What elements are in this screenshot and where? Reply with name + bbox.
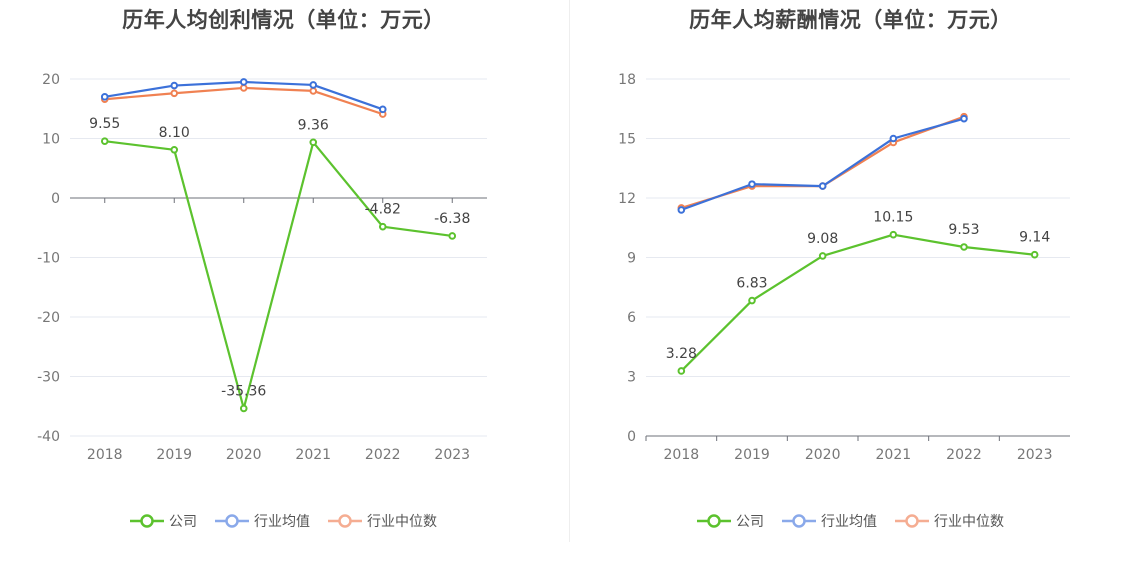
- legend-label: 行业中位数: [367, 514, 437, 530]
- data-label: 9.14: [1019, 230, 1050, 246]
- x-tick-label: 2018: [664, 447, 700, 463]
- x-tick-label: 2019: [156, 447, 192, 463]
- data-point: [889, 134, 898, 143]
- x-tick-label: 2022: [946, 447, 982, 463]
- data-point: [170, 81, 179, 90]
- legend-line-icon: [697, 514, 731, 528]
- data-label: 9.53: [948, 222, 979, 238]
- y-tick-label: 0: [627, 429, 636, 445]
- y-tick-label: -20: [37, 310, 60, 326]
- data-point: [239, 404, 248, 413]
- y-tick-label: 18: [618, 72, 636, 88]
- data-point: [378, 222, 387, 231]
- legend-line-icon: [895, 514, 929, 528]
- data-point: [239, 84, 248, 92]
- chart-plot-area: 18 15 12 9 6 3 0 2018 2019 2020 2021 2022 2023 3.28 6.…: [618, 72, 1070, 463]
- data-point: [748, 296, 756, 305]
- x-tick-label: 2022: [365, 447, 401, 463]
- data-point: [100, 137, 109, 145]
- data-point: [378, 105, 387, 114]
- data-point: [818, 252, 827, 260]
- data-point: [677, 206, 686, 214]
- y-tick-label: 12: [618, 191, 636, 207]
- legend-line-icon: [215, 514, 249, 528]
- x-tick-label: 2023: [434, 447, 470, 463]
- legend-line-icon: [328, 514, 362, 528]
- y-tick-label: -10: [37, 251, 60, 267]
- series-line-company: [104, 140, 453, 410]
- legend-item-industry-mean[interactable]: 行业均值: [215, 511, 310, 531]
- data-label: 9.08: [807, 231, 838, 247]
- salary-per-capita-chart: 历年人均薪酬情况（单位：万元） 18 15 12 9 6 3 0 2018 2019 2020 20…: [567, 0, 1134, 582]
- x-tick-label: 2020: [805, 447, 841, 463]
- x-tick-label: 2023: [1017, 447, 1053, 463]
- panel-divider: [569, 0, 570, 542]
- x-tick-label: 2020: [226, 447, 262, 463]
- data-label: 3.28: [666, 346, 697, 362]
- chart-plot-area: 20 10 0 -10 -20 -30 -40 2018 2019 2020 2021 2022 202…: [37, 72, 487, 463]
- data-point: [677, 367, 686, 375]
- data-point: [170, 89, 179, 98]
- chart-title: 历年人均创利情况（单位：万元）: [122, 8, 445, 32]
- chart-title: 历年人均薪酬情况（单位：万元）: [689, 8, 1012, 32]
- legend-label: 行业均值: [254, 514, 310, 530]
- data-point: [960, 243, 968, 251]
- y-tick-label: 20: [42, 72, 60, 88]
- legend-label: 公司: [169, 514, 197, 530]
- data-point: [100, 93, 109, 101]
- legend-line-icon: [130, 514, 164, 528]
- legend-item-company[interactable]: 公司: [130, 511, 197, 531]
- series-line-company: [680, 233, 1035, 372]
- data-point: [309, 81, 318, 89]
- data-label: 9.55: [89, 116, 120, 132]
- series-line-industry-median: [104, 86, 384, 116]
- y-tick-label: 3: [627, 370, 636, 386]
- data-point: [889, 230, 898, 239]
- legend-item-industry-median[interactable]: 行业中位数: [328, 511, 437, 531]
- data-point: [309, 138, 318, 147]
- data-label: -35.36: [221, 383, 266, 399]
- y-tick-label: -30: [37, 370, 60, 386]
- data-point: [748, 180, 756, 188]
- data-point: [170, 146, 179, 154]
- x-tick-label: 2019: [734, 447, 770, 463]
- y-tick-label: 10: [42, 132, 60, 148]
- legend-item-industry-median[interactable]: 行业中位数: [895, 511, 1004, 531]
- x-tick-label: 2018: [87, 447, 123, 463]
- data-label: 8.10: [159, 125, 190, 141]
- data-label: 6.83: [736, 276, 767, 292]
- y-tick-label: 6: [627, 310, 636, 326]
- data-label: 10.15: [873, 210, 913, 226]
- legend-line-icon: [782, 514, 816, 528]
- data-point: [239, 78, 248, 86]
- profit-per-capita-chart: 历年人均创利情况（单位：万元） 20 10 0 -10 -20 -30 -40 2018 201…: [0, 8, 567, 531]
- x-tick-label: 2021: [295, 447, 331, 463]
- legend-item-industry-mean[interactable]: 行业均值: [782, 511, 877, 531]
- data-point: [818, 182, 827, 190]
- data-point: [960, 114, 968, 123]
- y-tick-label: -40: [37, 429, 60, 445]
- y-tick-label: 9: [627, 251, 636, 267]
- data-point: [1030, 250, 1039, 259]
- data-label: -6.38: [434, 211, 470, 227]
- data-label: 9.36: [298, 117, 329, 133]
- legend-label: 行业均值: [821, 514, 877, 530]
- legend-item-company[interactable]: 公司: [697, 511, 764, 531]
- x-tick-label: 2021: [876, 447, 912, 463]
- legend-label: 行业中位数: [934, 514, 1004, 530]
- chart-legend: 公司 行业均值 行业中位数: [567, 511, 1134, 531]
- data-label: -4.82: [365, 202, 401, 218]
- legend-label: 公司: [736, 514, 764, 530]
- y-tick-label: 0: [51, 191, 60, 207]
- data-point: [448, 232, 457, 240]
- chart-legend: 公司 行业均值 行业中位数: [0, 511, 567, 531]
- y-tick-label: 15: [618, 132, 636, 148]
- data-point: [309, 87, 318, 95]
